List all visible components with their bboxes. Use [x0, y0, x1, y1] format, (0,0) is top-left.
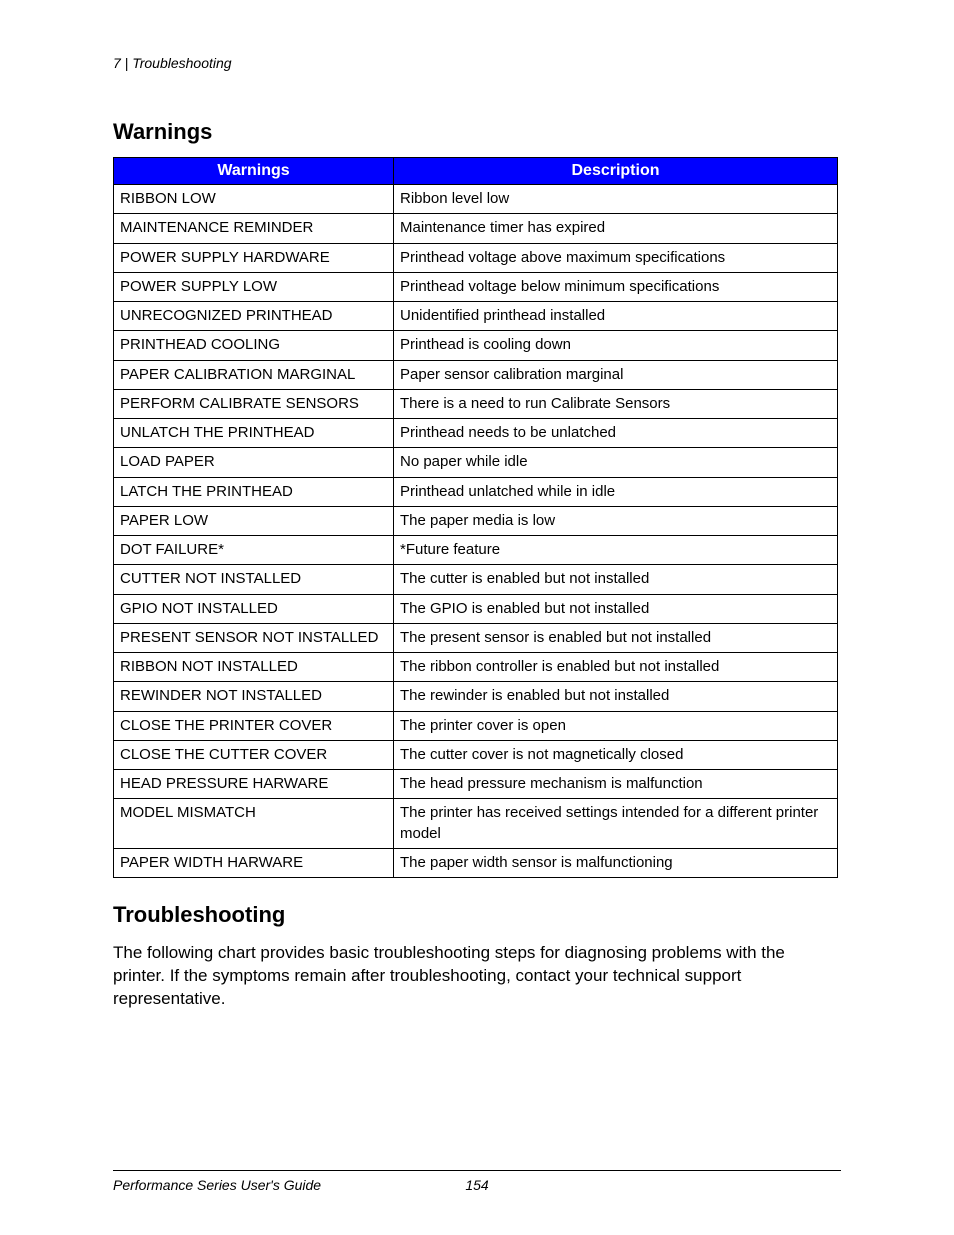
- table-row: LOAD PAPERNo paper while idle: [114, 448, 838, 477]
- table-row: PAPER CALIBRATION MARGINALPaper sensor c…: [114, 360, 838, 389]
- table-header-row: Warnings Description: [114, 158, 838, 185]
- table-row: LATCH THE PRINTHEADPrinthead unlatched w…: [114, 477, 838, 506]
- warning-cell: MAINTENANCE REMINDER: [114, 214, 394, 243]
- warning-cell: HEAD PRESSURE HARWARE: [114, 770, 394, 799]
- table-row: PRINTHEAD COOLINGPrinthead is cooling do…: [114, 331, 838, 360]
- description-cell: The cutter cover is not magnetically clo…: [394, 740, 838, 769]
- document-page: 7 | Troubleshooting Warnings Warnings De…: [0, 0, 954, 1235]
- table-row: PAPER WIDTH HARWAREThe paper width senso…: [114, 848, 838, 877]
- description-cell: The paper width sensor is malfunctioning: [394, 848, 838, 877]
- table-row: PRESENT SENSOR NOT INSTALLEDThe present …: [114, 623, 838, 652]
- description-cell: There is a need to run Calibrate Sensors: [394, 389, 838, 418]
- table-row: POWER SUPPLY HARDWAREPrinthead voltage a…: [114, 243, 838, 272]
- description-cell: Ribbon level low: [394, 185, 838, 214]
- table-row: CLOSE THE CUTTER COVERThe cutter cover i…: [114, 740, 838, 769]
- page-header: 7 | Troubleshooting: [113, 55, 841, 71]
- warnings-table: Warnings Description RIBBON LOWRibbon le…: [113, 157, 838, 878]
- troubleshooting-heading: Troubleshooting: [113, 902, 841, 928]
- warning-cell: PAPER WIDTH HARWARE: [114, 848, 394, 877]
- warning-cell: PRESENT SENSOR NOT INSTALLED: [114, 623, 394, 652]
- description-cell: The paper media is low: [394, 506, 838, 535]
- table-row: RIBBON NOT INSTALLEDThe ribbon controlle…: [114, 653, 838, 682]
- warnings-table-body: RIBBON LOWRibbon level lowMAINTENANCE RE…: [114, 185, 838, 878]
- description-cell: Printhead is cooling down: [394, 331, 838, 360]
- warning-cell: PAPER LOW: [114, 506, 394, 535]
- table-row: PAPER LOWThe paper media is low: [114, 506, 838, 535]
- description-cell: Printhead unlatched while in idle: [394, 477, 838, 506]
- warning-cell: GPIO NOT INSTALLED: [114, 594, 394, 623]
- description-cell: The present sensor is enabled but not in…: [394, 623, 838, 652]
- description-cell: The printer cover is open: [394, 711, 838, 740]
- column-header-warnings: Warnings: [114, 158, 394, 185]
- table-row: CLOSE THE PRINTER COVERThe printer cover…: [114, 711, 838, 740]
- warning-cell: RIBBON LOW: [114, 185, 394, 214]
- warning-cell: CLOSE THE PRINTER COVER: [114, 711, 394, 740]
- description-cell: The GPIO is enabled but not installed: [394, 594, 838, 623]
- warning-cell: LATCH THE PRINTHEAD: [114, 477, 394, 506]
- warning-cell: REWINDER NOT INSTALLED: [114, 682, 394, 711]
- table-row: GPIO NOT INSTALLEDThe GPIO is enabled bu…: [114, 594, 838, 623]
- description-cell: The cutter is enabled but not installed: [394, 565, 838, 594]
- table-row: DOT FAILURE**Future feature: [114, 536, 838, 565]
- header-separator: |: [121, 55, 132, 71]
- column-header-description: Description: [394, 158, 838, 185]
- footer-page-number: 154: [113, 1177, 841, 1193]
- table-row: PERFORM CALIBRATE SENSORSThere is a need…: [114, 389, 838, 418]
- description-cell: The printer has received settings intend…: [394, 799, 838, 849]
- description-cell: Paper sensor calibration marginal: [394, 360, 838, 389]
- warning-cell: PRINTHEAD COOLING: [114, 331, 394, 360]
- description-cell: Maintenance timer has expired: [394, 214, 838, 243]
- table-row: CUTTER NOT INSTALLEDThe cutter is enable…: [114, 565, 838, 594]
- description-cell: The ribbon controller is enabled but not…: [394, 653, 838, 682]
- chapter-number: 7: [113, 55, 121, 71]
- warning-cell: POWER SUPPLY LOW: [114, 272, 394, 301]
- description-cell: Printhead voltage below minimum specific…: [394, 272, 838, 301]
- table-row: UNLATCH THE PRINTHEADPrinthead needs to …: [114, 419, 838, 448]
- description-cell: No paper while idle: [394, 448, 838, 477]
- table-row: RIBBON LOWRibbon level low: [114, 185, 838, 214]
- warning-cell: PAPER CALIBRATION MARGINAL: [114, 360, 394, 389]
- warning-cell: LOAD PAPER: [114, 448, 394, 477]
- table-row: REWINDER NOT INSTALLEDThe rewinder is en…: [114, 682, 838, 711]
- warning-cell: UNLATCH THE PRINTHEAD: [114, 419, 394, 448]
- description-cell: *Future feature: [394, 536, 838, 565]
- description-cell: Printhead needs to be unlatched: [394, 419, 838, 448]
- warning-cell: DOT FAILURE*: [114, 536, 394, 565]
- description-cell: Unidentified printhead installed: [394, 302, 838, 331]
- table-row: MODEL MISMATCHThe printer has received s…: [114, 799, 838, 849]
- warning-cell: UNRECOGNIZED PRINTHEAD: [114, 302, 394, 331]
- description-cell: Printhead voltage above maximum specific…: [394, 243, 838, 272]
- warning-cell: PERFORM CALIBRATE SENSORS: [114, 389, 394, 418]
- table-row: UNRECOGNIZED PRINTHEADUnidentified print…: [114, 302, 838, 331]
- warning-cell: MODEL MISMATCH: [114, 799, 394, 849]
- warning-cell: POWER SUPPLY HARDWARE: [114, 243, 394, 272]
- warning-cell: CUTTER NOT INSTALLED: [114, 565, 394, 594]
- chapter-title: Troubleshooting: [132, 55, 231, 71]
- warning-cell: CLOSE THE CUTTER COVER: [114, 740, 394, 769]
- page-footer: 154 Performance Series User's Guide: [113, 1170, 841, 1193]
- description-cell: The rewinder is enabled but not installe…: [394, 682, 838, 711]
- table-row: MAINTENANCE REMINDERMaintenance timer ha…: [114, 214, 838, 243]
- description-cell: The head pressure mechanism is malfuncti…: [394, 770, 838, 799]
- troubleshooting-body-text: The following chart provides basic troub…: [113, 942, 841, 1011]
- warnings-heading: Warnings: [113, 119, 841, 145]
- table-row: POWER SUPPLY LOWPrinthead voltage below …: [114, 272, 838, 301]
- warning-cell: RIBBON NOT INSTALLED: [114, 653, 394, 682]
- table-row: HEAD PRESSURE HARWAREThe head pressure m…: [114, 770, 838, 799]
